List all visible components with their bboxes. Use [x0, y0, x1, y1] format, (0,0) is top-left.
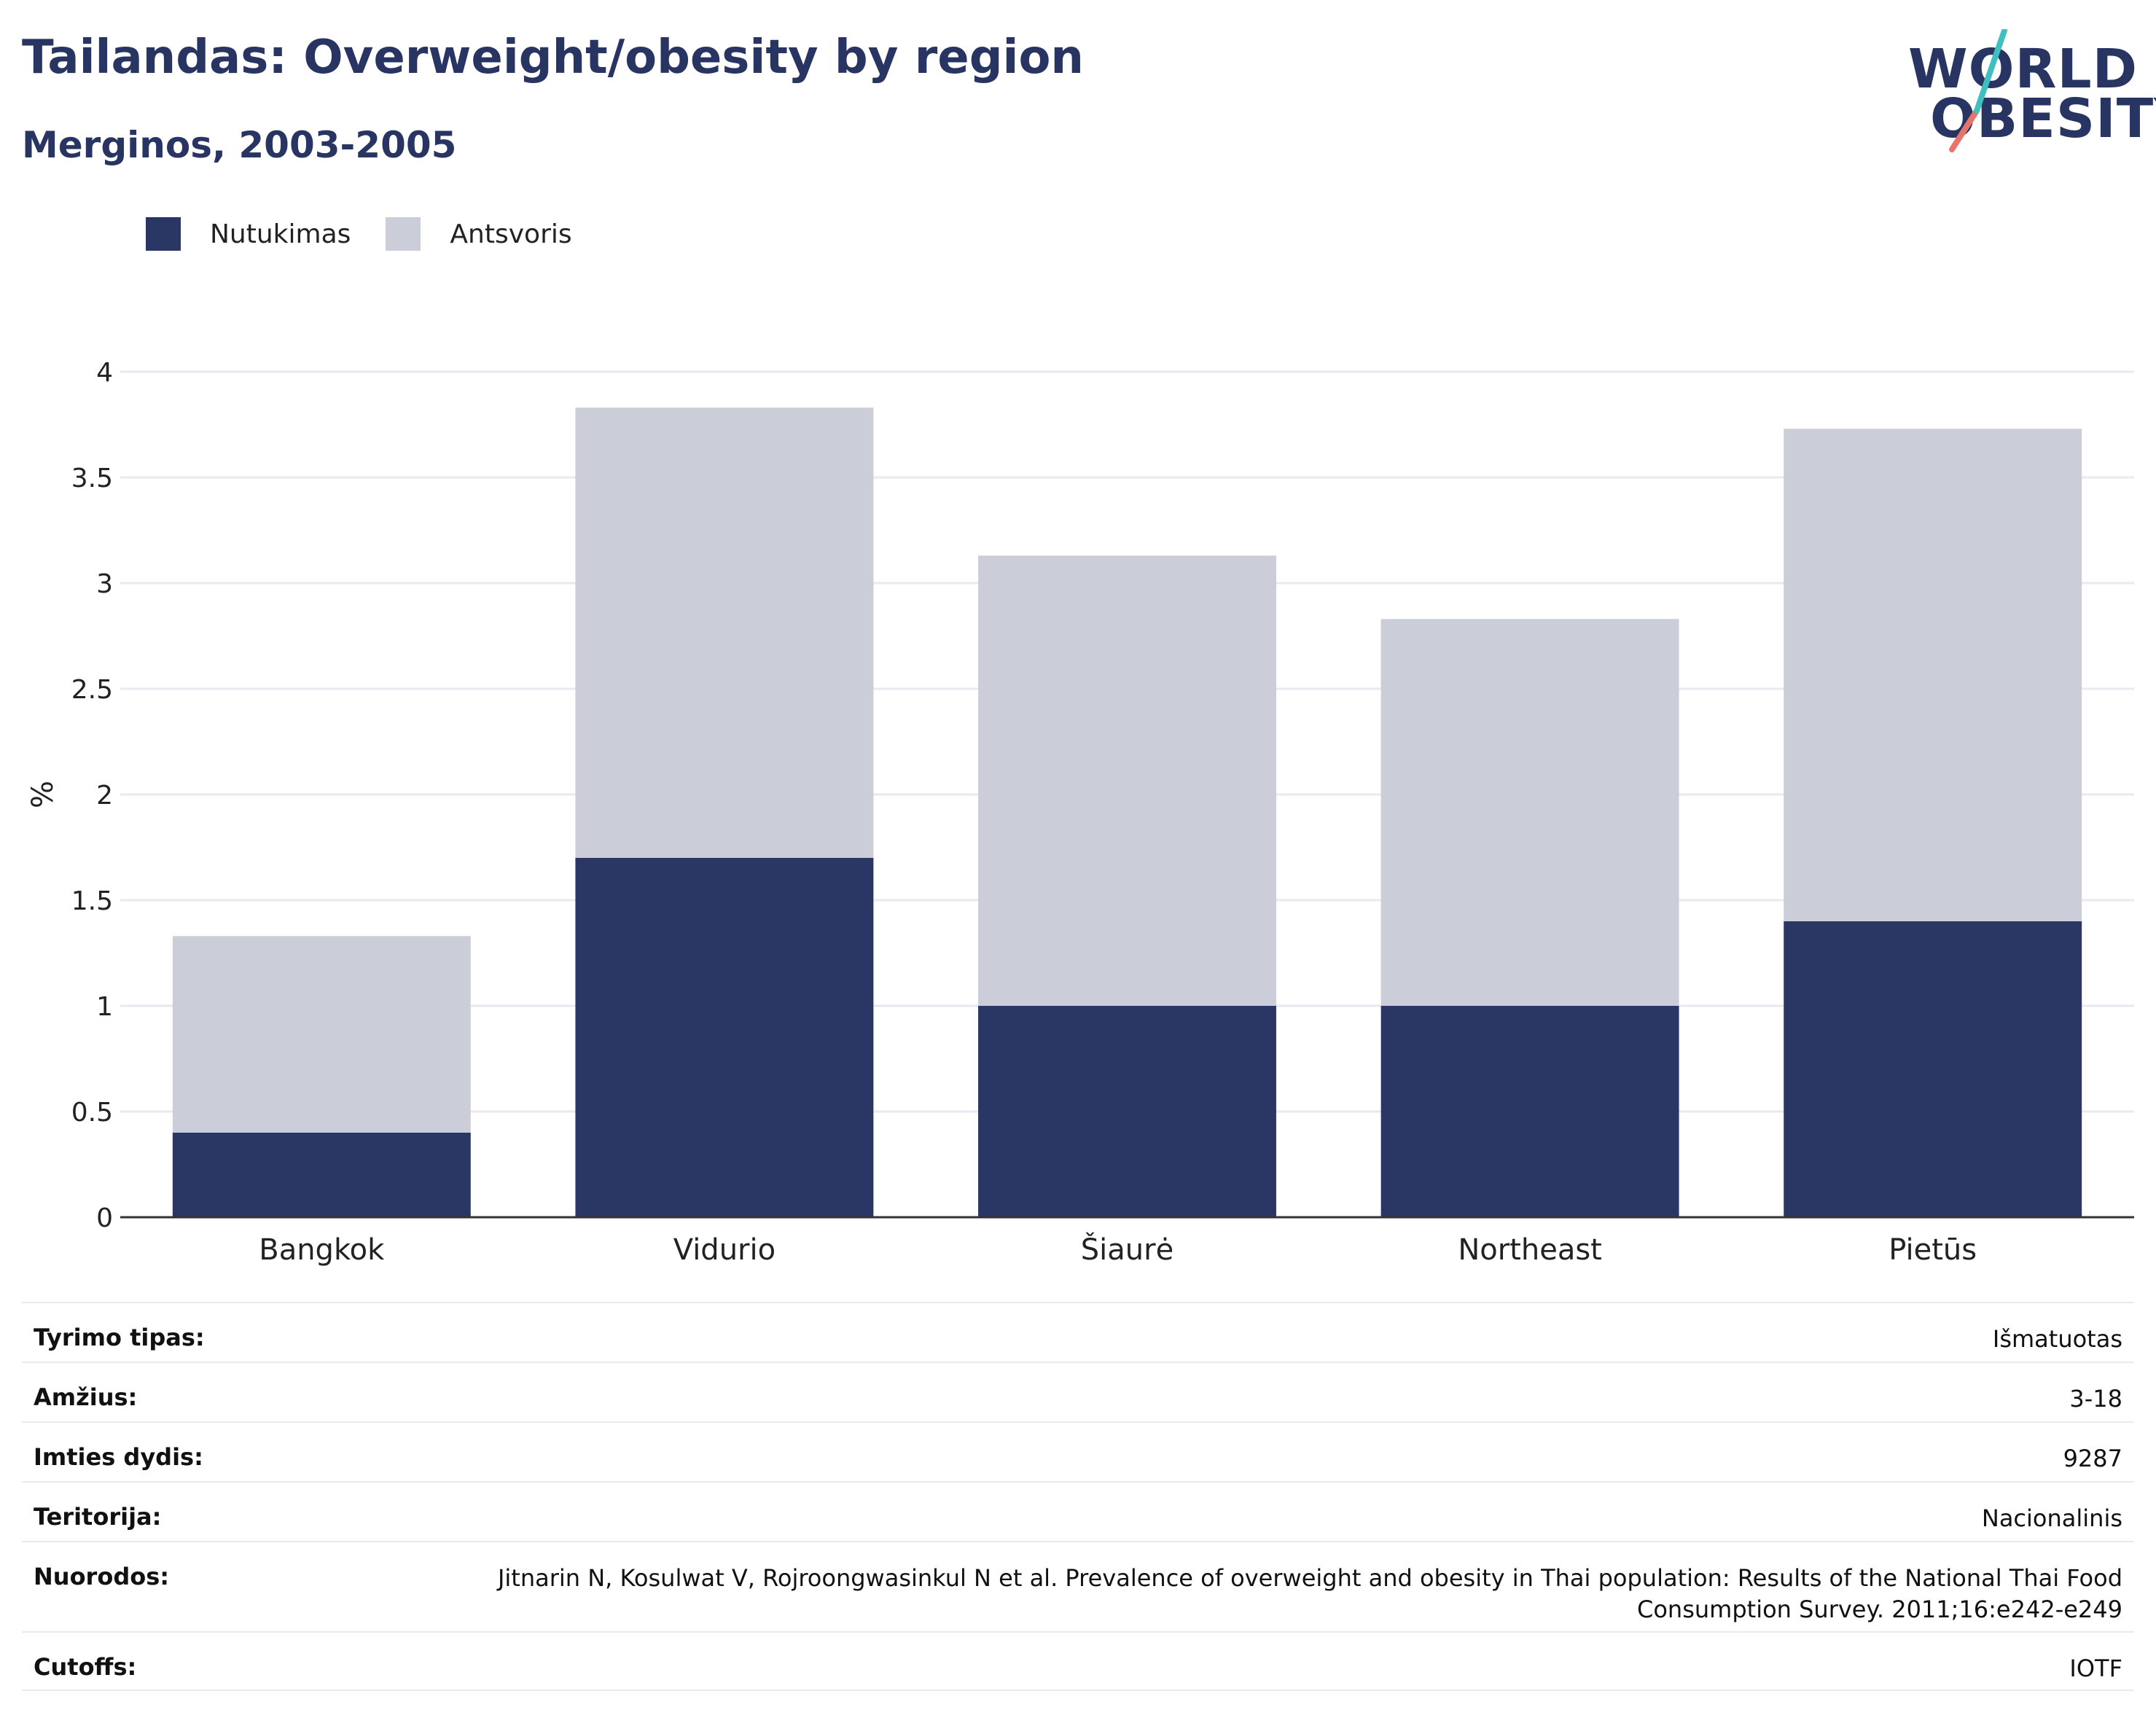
info-label: Imties dydis:	[34, 1443, 203, 1471]
info-value: 3-18	[2069, 1385, 2122, 1413]
bar-antsvoris-1[interactable]	[575, 407, 874, 858]
bar-antsvoris-4[interactable]	[1784, 429, 2082, 921]
bar-antsvoris-2[interactable]	[978, 555, 1276, 1006]
y-tick-label: 0.5	[71, 1098, 113, 1128]
world-obesity-logo: WORLD OBESITY	[1895, 29, 2156, 160]
y-tick-label: 3.5	[71, 464, 113, 493]
info-row: Tyrimo tipas: Išmatuotas	[22, 1302, 2134, 1362]
legend-label-antsvoris: Antsvoris	[450, 219, 572, 249]
info-value: Išmatuotas	[1992, 1325, 2122, 1353]
legend-item-nutukimas[interactable]: Nutukimas	[146, 217, 351, 251]
x-category-label: Vidurio	[673, 1233, 776, 1267]
logo-line-1: WORLD	[1908, 38, 2139, 101]
y-tick-label: 1.5	[71, 886, 113, 916]
info-label: Tyrimo tipas:	[34, 1324, 205, 1351]
legend-label-nutukimas: Nutukimas	[210, 219, 351, 249]
x-category-label: Northeast	[1458, 1233, 1602, 1267]
y-tick-label: 0	[96, 1203, 113, 1233]
info-label: Teritorija:	[34, 1503, 162, 1531]
info-label: Nuorodos:	[34, 1563, 170, 1590]
legend-swatch-nutukimas	[146, 217, 181, 251]
info-value: IOTF	[2069, 1655, 2122, 1682]
chart-title: Tailandas: Overweight/obesity by region	[22, 31, 1084, 85]
x-category-label: Bangkok	[259, 1233, 385, 1267]
legend-swatch-antsvoris	[386, 217, 421, 251]
x-category-label: Pietūs	[1889, 1233, 1977, 1267]
info-row: Cutoffs: IOTF	[22, 1631, 2134, 1691]
chart-subtitle: Merginos, 2003-2005	[22, 124, 457, 166]
y-tick-label: 2	[96, 781, 113, 811]
info-label: Cutoffs:	[34, 1653, 137, 1681]
bar-nutukimas-2[interactable]	[978, 1006, 1276, 1217]
y-axis-title: %	[26, 781, 60, 808]
chart-legend: Nutukimas Antsvoris	[146, 217, 607, 251]
info-label: Amžius:	[34, 1383, 138, 1411]
bar-nutukimas-4[interactable]	[1784, 921, 2082, 1217]
info-row: Teritorija: Nacionalinis	[22, 1481, 2134, 1541]
legend-item-antsvoris[interactable]: Antsvoris	[386, 217, 572, 251]
x-category-label: Šiaurė	[1081, 1232, 1173, 1267]
logo-slash-icon	[1949, 29, 2007, 152]
bar-nutukimas-1[interactable]	[575, 858, 874, 1217]
survey-info-table: Tyrimo tipas: Išmatuotas Amžius: 3-18 Imties…	[22, 1302, 2134, 1691]
stacked-bar-chart: 0 0.5 1 1.5 2 2.5 3 3.5 4% Bangkok Vidurio Šiaurė No…	[26, 358, 2134, 1267]
bar-antsvoris-3[interactable]	[1380, 619, 1679, 1006]
logo-line-2: OBESITY	[1930, 87, 2156, 150]
info-value: Nacionalinis	[1981, 1504, 2122, 1532]
bar-nutukimas-0[interactable]	[172, 1133, 471, 1217]
y-tick-label: 4	[96, 358, 113, 388]
info-value: Jitnarin N, Kosulwat V, Rojroongwasinkul…	[497, 1564, 2122, 1624]
y-tick-label: 3	[96, 569, 113, 599]
info-row: Imties dydis: 9287	[22, 1421, 2134, 1481]
info-row: Amžius: 3-18	[22, 1362, 2134, 1421]
info-value: 9287	[2063, 1445, 2122, 1472]
y-tick-label: 1	[96, 992, 113, 1022]
y-tick-label: 2.5	[71, 675, 113, 705]
bar-antsvoris-0[interactable]	[172, 936, 471, 1133]
info-row: Nuorodos: Jitnarin N, Kosulwat V, Rojroon…	[22, 1541, 2134, 1631]
bar-nutukimas-3[interactable]	[1380, 1006, 1679, 1217]
